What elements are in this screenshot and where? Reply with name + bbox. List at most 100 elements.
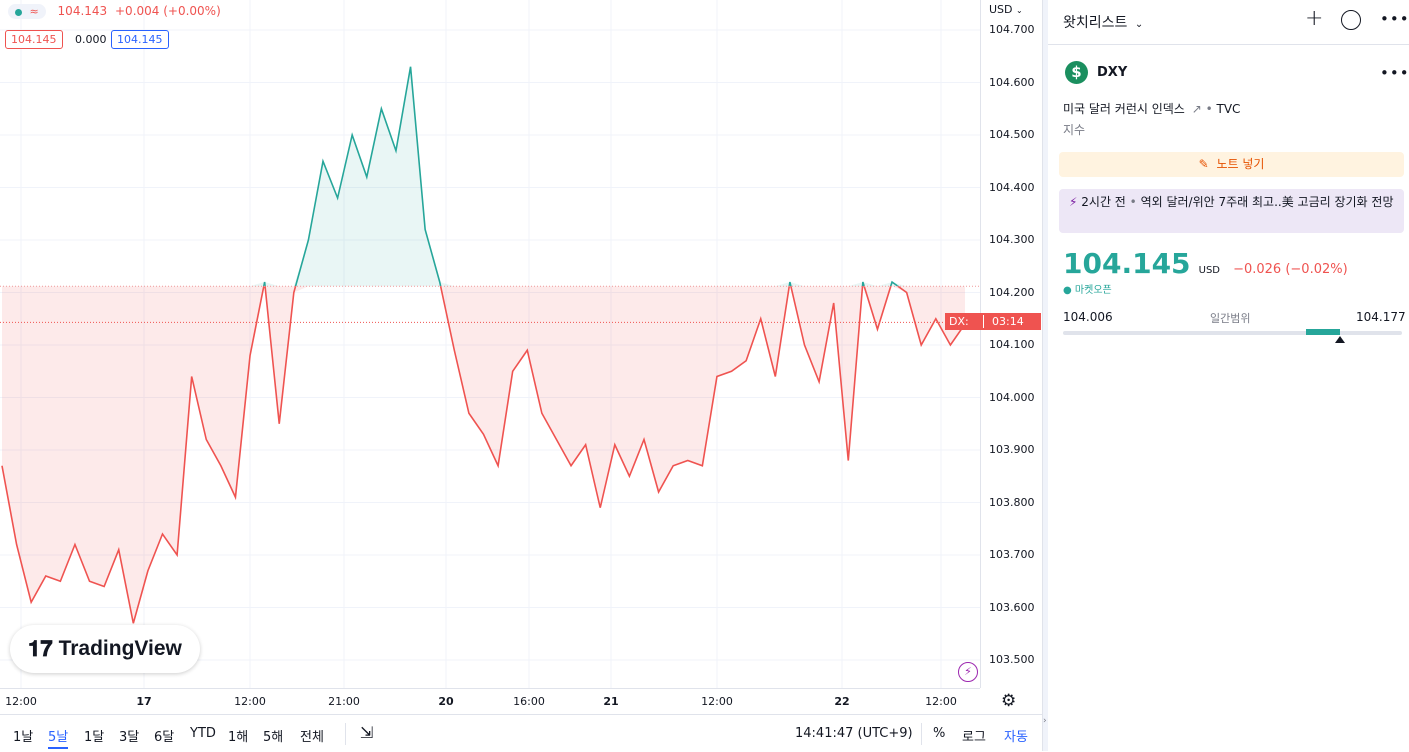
log-toggle[interactable]: 로그 bbox=[962, 730, 986, 745]
spread-value: 0.000 bbox=[70, 31, 112, 48]
price-tick: 103.600 bbox=[989, 600, 1035, 614]
news-headline: 역외 달러/위안 7주래 최고..美 고금리 장기화 전망 bbox=[1140, 195, 1394, 209]
time-tick: 16:00 bbox=[513, 695, 545, 708]
symbol-badge: ≈ bbox=[29, 5, 39, 18]
price-tick: 103.900 bbox=[989, 443, 1035, 456]
watchlist-header: 왓치리스트 ⌄ + ••• bbox=[1048, 0, 1409, 45]
range-button[interactable]: 1달 bbox=[84, 730, 105, 745]
price-chart[interactable] bbox=[0, 0, 980, 688]
price-tick: 104.100 bbox=[989, 338, 1035, 351]
news-time: 2시간 전 bbox=[1081, 195, 1126, 209]
symbol-price-tag: DX: 03:14 bbox=[945, 313, 1041, 330]
news-banner[interactable]: ⚡ 2시간 전 • 역외 달러/위안 7주래 최고..美 고금리 장기화 전망 bbox=[1059, 189, 1404, 233]
time-tick: 12:00 bbox=[234, 695, 266, 708]
price-tick: 104.700 bbox=[989, 23, 1035, 36]
chevron-right-icon: › bbox=[1043, 716, 1047, 726]
price-tick: 103.500 bbox=[989, 653, 1035, 666]
add-note-button[interactable]: ✎ 노트 넣기 bbox=[1059, 152, 1404, 177]
settings-gear-icon[interactable]: ⚙ bbox=[1001, 691, 1017, 711]
chart-legend: ≈ 104.143 +0.004 (+0.00%) bbox=[8, 4, 221, 19]
time-tick: 12:00 bbox=[5, 695, 37, 708]
chevron-down-icon: ⌄ bbox=[1134, 19, 1144, 30]
range-button[interactable]: YTD bbox=[190, 726, 216, 741]
current-price-marker-icon bbox=[1335, 336, 1345, 343]
time-tick: 17 bbox=[136, 695, 152, 708]
price-tick: 103.800 bbox=[989, 495, 1035, 509]
price-tick: 103.700 bbox=[989, 548, 1035, 561]
range-button[interactable]: 3달 bbox=[119, 730, 140, 745]
tradingview-logo[interactable]: 𝟏𝟕 TradingView bbox=[10, 625, 200, 673]
watchlist-panel: 왓치리스트 ⌄ + ••• $ DXY ••• 미국 달러 커런시 인덱스 ↗ … bbox=[1048, 0, 1409, 751]
range-button[interactable]: 1해 bbox=[228, 730, 249, 745]
symbol-name[interactable]: DXY bbox=[1097, 65, 1128, 80]
tv-logo-text: TradingView bbox=[58, 637, 182, 660]
market-status: ● 마켓오픈 bbox=[1063, 281, 1112, 296]
price-tick: 104.300 bbox=[989, 233, 1035, 246]
price-tick: 104.400 bbox=[989, 180, 1035, 194]
watchlist-title-dropdown[interactable]: 왓치리스트 ⌄ bbox=[1063, 12, 1143, 32]
time-tick: 20 bbox=[438, 695, 454, 708]
add-symbol-icon[interactable]: + bbox=[1305, 6, 1324, 31]
daily-range-bar bbox=[1063, 329, 1402, 335]
range-button[interactable]: 6달 bbox=[154, 730, 175, 745]
range-separator bbox=[345, 723, 346, 745]
price-change: −0.026 (−0.02%) bbox=[1233, 262, 1348, 277]
time-tick: 22 bbox=[834, 695, 850, 708]
watchlist-title: 왓치리스트 bbox=[1063, 15, 1128, 31]
goto-date-icon[interactable]: ⇲ bbox=[360, 723, 374, 742]
pie-chart-icon[interactable] bbox=[1341, 10, 1361, 30]
time-tick: 21:00 bbox=[328, 695, 360, 708]
price-tick: 104.200 bbox=[989, 285, 1035, 299]
time-tick: 12:00 bbox=[925, 695, 957, 708]
news-bolt-icon: ⚡ bbox=[1069, 195, 1078, 209]
dot-separator: • bbox=[1129, 195, 1137, 209]
chart-area[interactable]: ≈ 104.143 +0.004 (+0.00%) 104.145 0.000 … bbox=[0, 0, 980, 688]
legend-change: +0.004 (+0.00%) bbox=[115, 4, 221, 18]
more-icon[interactable]: ••• bbox=[1380, 10, 1409, 28]
symbol-description-row: 미국 달러 커런시 인덱스 ↗ • TVC bbox=[1063, 100, 1240, 117]
status-dot-icon: ● bbox=[1063, 285, 1072, 296]
range-button[interactable]: 1날 bbox=[13, 730, 34, 745]
chevron-down-icon: ⌄ bbox=[1016, 6, 1023, 15]
time-tick: 12:00 bbox=[701, 695, 733, 708]
symbol-type: 지수 bbox=[1063, 123, 1086, 137]
price-currency: USD bbox=[1198, 265, 1220, 276]
range-button[interactable]: 전체 bbox=[300, 730, 324, 745]
range-button[interactable]: 5날 bbox=[48, 726, 69, 749]
clock[interactable]: 14:41:47 (UTC+9) bbox=[795, 726, 913, 741]
price-line-dn bbox=[1, 286, 966, 624]
symbol-status-pill[interactable]: ≈ bbox=[8, 4, 46, 19]
legend-price: 104.143 bbox=[57, 4, 108, 18]
external-link-icon[interactable]: ↗ bbox=[1191, 102, 1202, 116]
range-label: 일간범위 bbox=[1210, 312, 1251, 325]
note-pencil-icon: ✎ bbox=[1198, 157, 1209, 171]
price-tick: 104.500 bbox=[989, 128, 1035, 141]
symbol-description[interactable]: 미국 달러 커런시 인덱스 bbox=[1063, 102, 1185, 116]
symbol-tag-label: DX: bbox=[945, 315, 984, 328]
symbol-logo-icon: $ bbox=[1065, 61, 1088, 84]
panel-splitter[interactable]: › bbox=[1042, 0, 1049, 751]
price-axis[interactable]: USD ⌄ 104.700 104.600 104.500 104.400 104.30… bbox=[945, 0, 1043, 688]
ask-box[interactable]: 104.145 bbox=[111, 30, 169, 49]
bid-box[interactable]: 104.145 bbox=[5, 30, 63, 49]
auto-toggle[interactable]: 자동 bbox=[1004, 730, 1028, 745]
percent-toggle[interactable]: % bbox=[933, 726, 946, 741]
last-price-row: 104.145 USD −0.026 (−0.02%) bbox=[1063, 247, 1348, 280]
price-tick: 104.600 bbox=[989, 75, 1035, 89]
area-fill-down bbox=[2, 286, 965, 624]
market-open-dot-icon bbox=[15, 8, 22, 16]
range-high: 104.177 bbox=[1356, 310, 1406, 324]
clock-separator bbox=[921, 723, 922, 745]
exchange-label: TVC bbox=[1216, 102, 1241, 116]
lightning-icon[interactable]: ⚡ bbox=[958, 662, 978, 682]
range-low: 104.006 bbox=[1063, 310, 1113, 324]
currency-label: USD bbox=[989, 3, 1013, 16]
time-axis[interactable]: 12:00 17 12:00 21:00 20 16:00 21 12:00 22 12:00 ⚙ bbox=[0, 688, 1016, 715]
area-fill-up bbox=[2, 66, 965, 287]
countdown-label: 03:14 bbox=[992, 315, 1024, 328]
bottom-toolbar: 1날 5날 1달 3달 6달 YTD 1해 5해 전체 ⇲ 14:41:47 (UTC+9) %… bbox=[0, 714, 1042, 752]
symbol-more-icon[interactable]: ••• bbox=[1380, 64, 1409, 82]
market-status-label: 마켓오픈 bbox=[1074, 285, 1112, 296]
range-button[interactable]: 5해 bbox=[263, 730, 284, 745]
currency-selector[interactable]: USD ⌄ bbox=[989, 3, 1023, 16]
